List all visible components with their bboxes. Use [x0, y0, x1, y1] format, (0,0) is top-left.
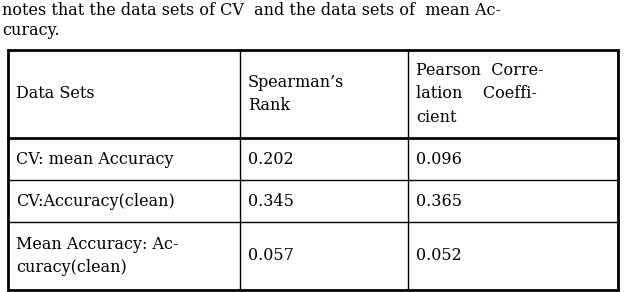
- Text: 0.202: 0.202: [248, 150, 294, 168]
- Text: notes that the data sets of CV  and the data sets of  mean Ac-: notes that the data sets of CV and the d…: [2, 2, 501, 19]
- Text: CV:Accuracy(clean): CV:Accuracy(clean): [16, 192, 175, 209]
- Text: 0.052: 0.052: [416, 248, 461, 265]
- Text: 0.365: 0.365: [416, 192, 462, 209]
- Text: 0.345: 0.345: [248, 192, 294, 209]
- Text: 0.096: 0.096: [416, 150, 462, 168]
- Text: 0.057: 0.057: [248, 248, 294, 265]
- Text: curacy.: curacy.: [2, 22, 60, 39]
- Text: CV: mean Accuracy: CV: mean Accuracy: [16, 150, 173, 168]
- Text: Data Sets: Data Sets: [16, 86, 95, 102]
- Text: Pearson  Corre-
lation    Coeffi-
cient: Pearson Corre- lation Coeffi- cient: [416, 62, 543, 126]
- Text: Spearman’s
Rank: Spearman’s Rank: [248, 74, 344, 114]
- Bar: [8, 50, 618, 290]
- Text: Mean Accuracy: Ac-
curacy(clean): Mean Accuracy: Ac- curacy(clean): [16, 237, 179, 276]
